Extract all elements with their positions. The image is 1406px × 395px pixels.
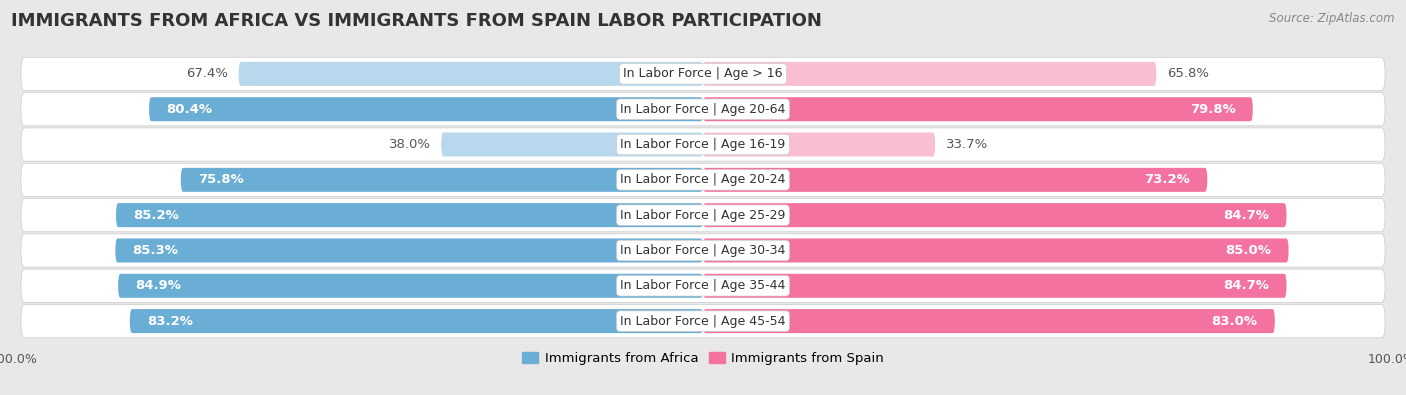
Text: 33.7%: 33.7% [945,138,988,151]
FancyBboxPatch shape [21,57,1385,90]
FancyBboxPatch shape [703,62,1156,86]
FancyBboxPatch shape [703,168,1208,192]
Text: In Labor Force | Age 25-29: In Labor Force | Age 25-29 [620,209,786,222]
Text: 38.0%: 38.0% [389,138,430,151]
Text: 85.0%: 85.0% [1226,244,1271,257]
FancyBboxPatch shape [149,97,703,121]
FancyBboxPatch shape [129,309,703,333]
Text: 84.7%: 84.7% [1223,209,1270,222]
FancyBboxPatch shape [703,97,1253,121]
Text: 79.8%: 79.8% [1189,103,1236,116]
Text: 73.2%: 73.2% [1144,173,1189,186]
FancyBboxPatch shape [703,274,1286,298]
Text: In Labor Force | Age 20-64: In Labor Force | Age 20-64 [620,103,786,116]
Text: 84.7%: 84.7% [1223,279,1270,292]
FancyBboxPatch shape [21,269,1385,303]
FancyBboxPatch shape [21,128,1385,161]
FancyBboxPatch shape [21,163,1385,196]
FancyBboxPatch shape [21,234,1385,267]
Text: In Labor Force | Age 30-34: In Labor Force | Age 30-34 [620,244,786,257]
Text: 83.0%: 83.0% [1212,314,1257,327]
FancyBboxPatch shape [703,132,935,156]
Text: 80.4%: 80.4% [166,103,212,116]
Text: In Labor Force | Age 20-24: In Labor Force | Age 20-24 [620,173,786,186]
FancyBboxPatch shape [181,168,703,192]
FancyBboxPatch shape [117,203,703,227]
FancyBboxPatch shape [703,203,1286,227]
FancyBboxPatch shape [115,239,703,263]
Text: 67.4%: 67.4% [187,68,228,81]
Text: 83.2%: 83.2% [148,314,193,327]
FancyBboxPatch shape [703,239,1289,263]
Text: In Labor Force | Age 35-44: In Labor Force | Age 35-44 [620,279,786,292]
Text: In Labor Force | Age 45-54: In Labor Force | Age 45-54 [620,314,786,327]
Text: 85.3%: 85.3% [132,244,179,257]
Text: 85.2%: 85.2% [134,209,179,222]
Text: 75.8%: 75.8% [198,173,243,186]
FancyBboxPatch shape [21,92,1385,126]
Text: IMMIGRANTS FROM AFRICA VS IMMIGRANTS FROM SPAIN LABOR PARTICIPATION: IMMIGRANTS FROM AFRICA VS IMMIGRANTS FRO… [11,12,823,30]
Legend: Immigrants from Africa, Immigrants from Spain: Immigrants from Africa, Immigrants from … [522,352,884,365]
Text: In Labor Force | Age > 16: In Labor Force | Age > 16 [623,68,783,81]
FancyBboxPatch shape [21,199,1385,232]
FancyBboxPatch shape [21,305,1385,338]
Text: 65.8%: 65.8% [1167,68,1209,81]
Text: In Labor Force | Age 16-19: In Labor Force | Age 16-19 [620,138,786,151]
FancyBboxPatch shape [118,274,703,298]
Text: 84.9%: 84.9% [135,279,181,292]
FancyBboxPatch shape [441,132,703,156]
FancyBboxPatch shape [239,62,703,86]
Text: Source: ZipAtlas.com: Source: ZipAtlas.com [1270,12,1395,25]
FancyBboxPatch shape [703,309,1275,333]
